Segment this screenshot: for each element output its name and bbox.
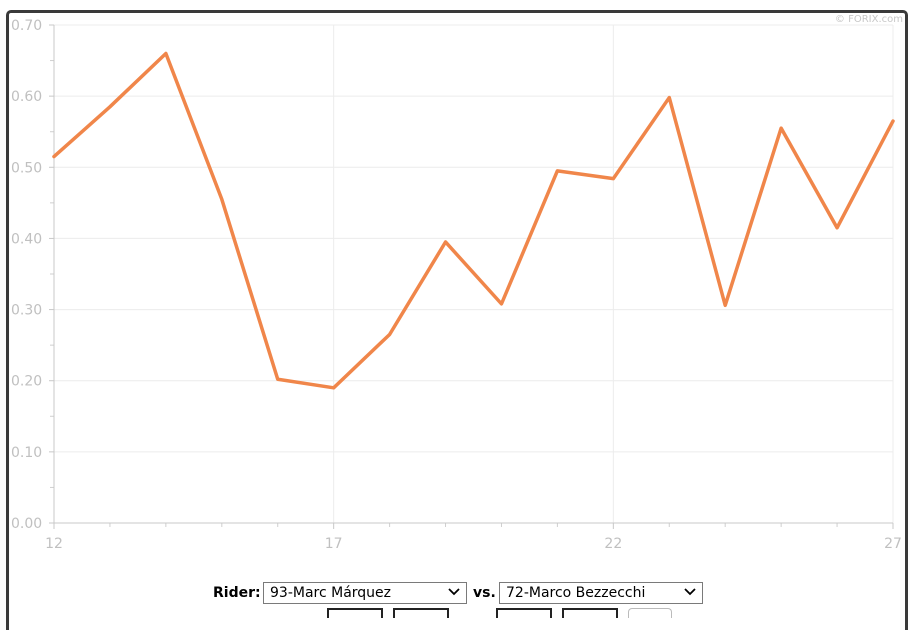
opponent-lap-to-input[interactable]: [562, 608, 618, 618]
y-tick-label: 0.70: [11, 18, 42, 34]
axes: 0.00 0.10 0.20 0.30 0.40 0.50 0.60 0.70 12 17 22 27: [11, 18, 902, 552]
series-line: [52, 51, 895, 390]
opponent-lap-from-input[interactable]: [496, 608, 552, 618]
lap-to-input[interactable]: [393, 608, 449, 618]
x-tick-label: 12: [45, 536, 63, 552]
opponent-select-value: 72-Marco Bezzecchi: [506, 585, 646, 601]
x-tick-label: 27: [884, 536, 902, 552]
y-tick-label: 0.50: [11, 160, 42, 176]
vs-label: vs.: [473, 585, 496, 601]
y-tick-label: 0.30: [11, 303, 42, 319]
y-tick-label: 0.40: [11, 231, 42, 247]
x-tick-label: 17: [325, 536, 343, 552]
y-tick-label: 0.20: [11, 374, 42, 390]
watermark: © FORIX.com: [835, 14, 903, 25]
series-layer: [52, 51, 895, 390]
x-tick-label: 22: [604, 536, 622, 552]
rider-label: Rider:: [213, 585, 261, 601]
go-button[interactable]: [628, 608, 672, 618]
chart-frame: [6, 10, 908, 630]
rider-comparison-controls: Rider: 93-Marc Márquez vs. 72-Marco Bezz…: [0, 582, 922, 618]
rider-select[interactable]: 93-Marc Márquez: [263, 582, 467, 604]
y-tick-label: 0.10: [11, 445, 42, 461]
y-tick-label: 0.60: [11, 89, 42, 105]
opponent-select[interactable]: 72-Marco Bezzecchi: [499, 582, 703, 604]
line-chart: 0.00 0.10 0.20 0.30 0.40 0.50 0.60 0.70 12 17 22 27…: [11, 14, 903, 552]
lap-from-input[interactable]: [327, 608, 383, 618]
chevron-down-icon: [448, 588, 460, 596]
y-tick-label: 0.00: [11, 516, 42, 532]
grid: [54, 24, 894, 523]
chevron-down-icon: [684, 588, 696, 596]
rider-select-value: 93-Marc Márquez: [270, 585, 392, 601]
